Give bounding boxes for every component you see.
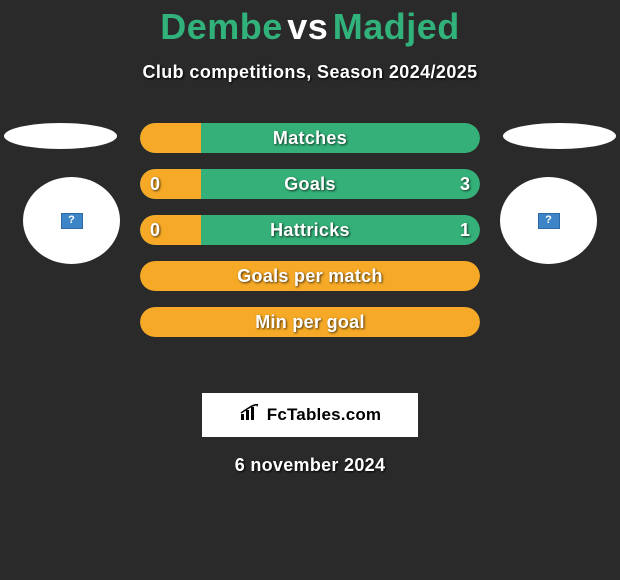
question-icon: ? xyxy=(545,215,552,226)
bar-label: Min per goal xyxy=(140,307,480,337)
bar-label: Goals per match xyxy=(140,261,480,291)
bar-value-left: 0 xyxy=(150,215,160,245)
bar-value-right: 3 xyxy=(460,169,470,199)
player-circle-right: ? xyxy=(500,177,597,264)
comparison-stage: ? ? MatchesGoals03Hattricks01Goals per m… xyxy=(0,123,620,383)
subtitle: Club competitions, Season 2024/2025 xyxy=(0,62,620,83)
title-player2: Madjed xyxy=(333,6,460,47)
stat-bar: Min per goal xyxy=(140,307,480,337)
brand-box[interactable]: FcTables.com xyxy=(202,393,418,437)
stat-bar: Hattricks0 1 xyxy=(140,215,480,245)
question-icon: ? xyxy=(68,215,75,226)
stat-bar: Matches xyxy=(140,123,480,153)
bar-value-left: 0 xyxy=(150,169,160,199)
bar-value-right: 1 xyxy=(460,215,470,245)
bars-container: MatchesGoals03Hattricks01Goals per match… xyxy=(140,123,480,353)
bar-label: Goals xyxy=(140,169,480,199)
brand-text: FcTables.com xyxy=(267,405,382,425)
stat-bar: Goals0 3 xyxy=(140,169,480,199)
title-vs: vs xyxy=(287,6,328,47)
bar-label: Hattricks xyxy=(140,215,480,245)
title-player1: Dembe xyxy=(160,6,283,47)
player-flag-right: ? xyxy=(538,213,560,229)
player-flag-left: ? xyxy=(61,213,83,229)
stat-bar: Goals per match xyxy=(140,261,480,291)
date-line: 6 november 2024 xyxy=(0,455,620,476)
bar-label: Matches xyxy=(140,123,480,153)
page-title: Dembe vs Madjed xyxy=(0,0,620,48)
flat-badge-right xyxy=(503,123,616,149)
bar-chart-icon xyxy=(239,404,261,427)
flat-badge-left xyxy=(4,123,117,149)
player-circle-left: ? xyxy=(23,177,120,264)
